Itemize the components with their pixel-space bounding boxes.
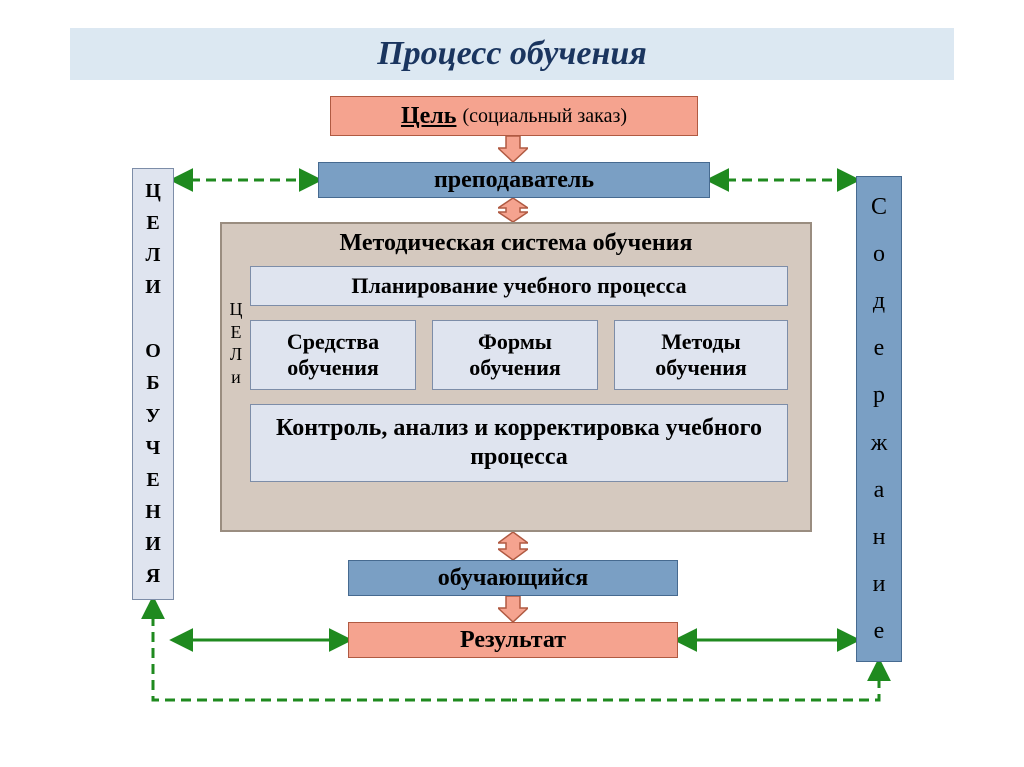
methods-label: Методы обучения <box>615 329 787 382</box>
result-label: Результат <box>460 626 566 655</box>
methods-box: Методы обучения <box>614 320 788 390</box>
teacher-label: преподаватель <box>434 166 594 195</box>
control-label: Контроль, анализ и корректировка учебног… <box>261 414 777 472</box>
goal-box: Цель (социальный заказ) <box>330 96 698 136</box>
side-goals-box: ЦЕЛИ ОБУЧЕНИЯ <box>132 168 174 600</box>
aux-goals-label: ЦЕЛи <box>226 292 246 394</box>
teacher-box: преподаватель <box>318 162 710 198</box>
title-bar: Процесс обучения <box>70 28 954 80</box>
control-box: Контроль, анализ и корректировка учебног… <box>250 404 788 482</box>
learner-label: обучающийся <box>438 564 589 593</box>
panel-title: Методическая система обучения <box>340 230 693 256</box>
means-box: Средства обучения <box>250 320 416 390</box>
content-box: Содержание <box>856 176 902 662</box>
page-title: Процесс обучения <box>377 35 647 73</box>
arrow-panel-learner <box>498 532 528 560</box>
planning-label: Планирование учебного процесса <box>351 273 686 299</box>
arrow-teacher-panel <box>498 198 528 222</box>
means-label: Средства обучения <box>251 329 415 382</box>
learner-box: обучающийся <box>348 560 678 596</box>
result-box: Результат <box>348 622 678 658</box>
forms-box: Формы обучения <box>432 320 598 390</box>
planning-box: Планирование учебного процесса <box>250 266 788 306</box>
goal-sub: (социальный заказ) <box>462 104 627 128</box>
goal-main: Цель <box>401 102 456 131</box>
arrow-learner-result <box>498 596 528 622</box>
diagram-canvas: Процесс обучения Цель (социальный заказ)… <box>0 0 1024 767</box>
arrow-goal-teacher <box>498 136 528 162</box>
forms-label: Формы обучения <box>433 329 597 382</box>
panel-title-wrap: Методическая система обучения <box>220 230 812 257</box>
